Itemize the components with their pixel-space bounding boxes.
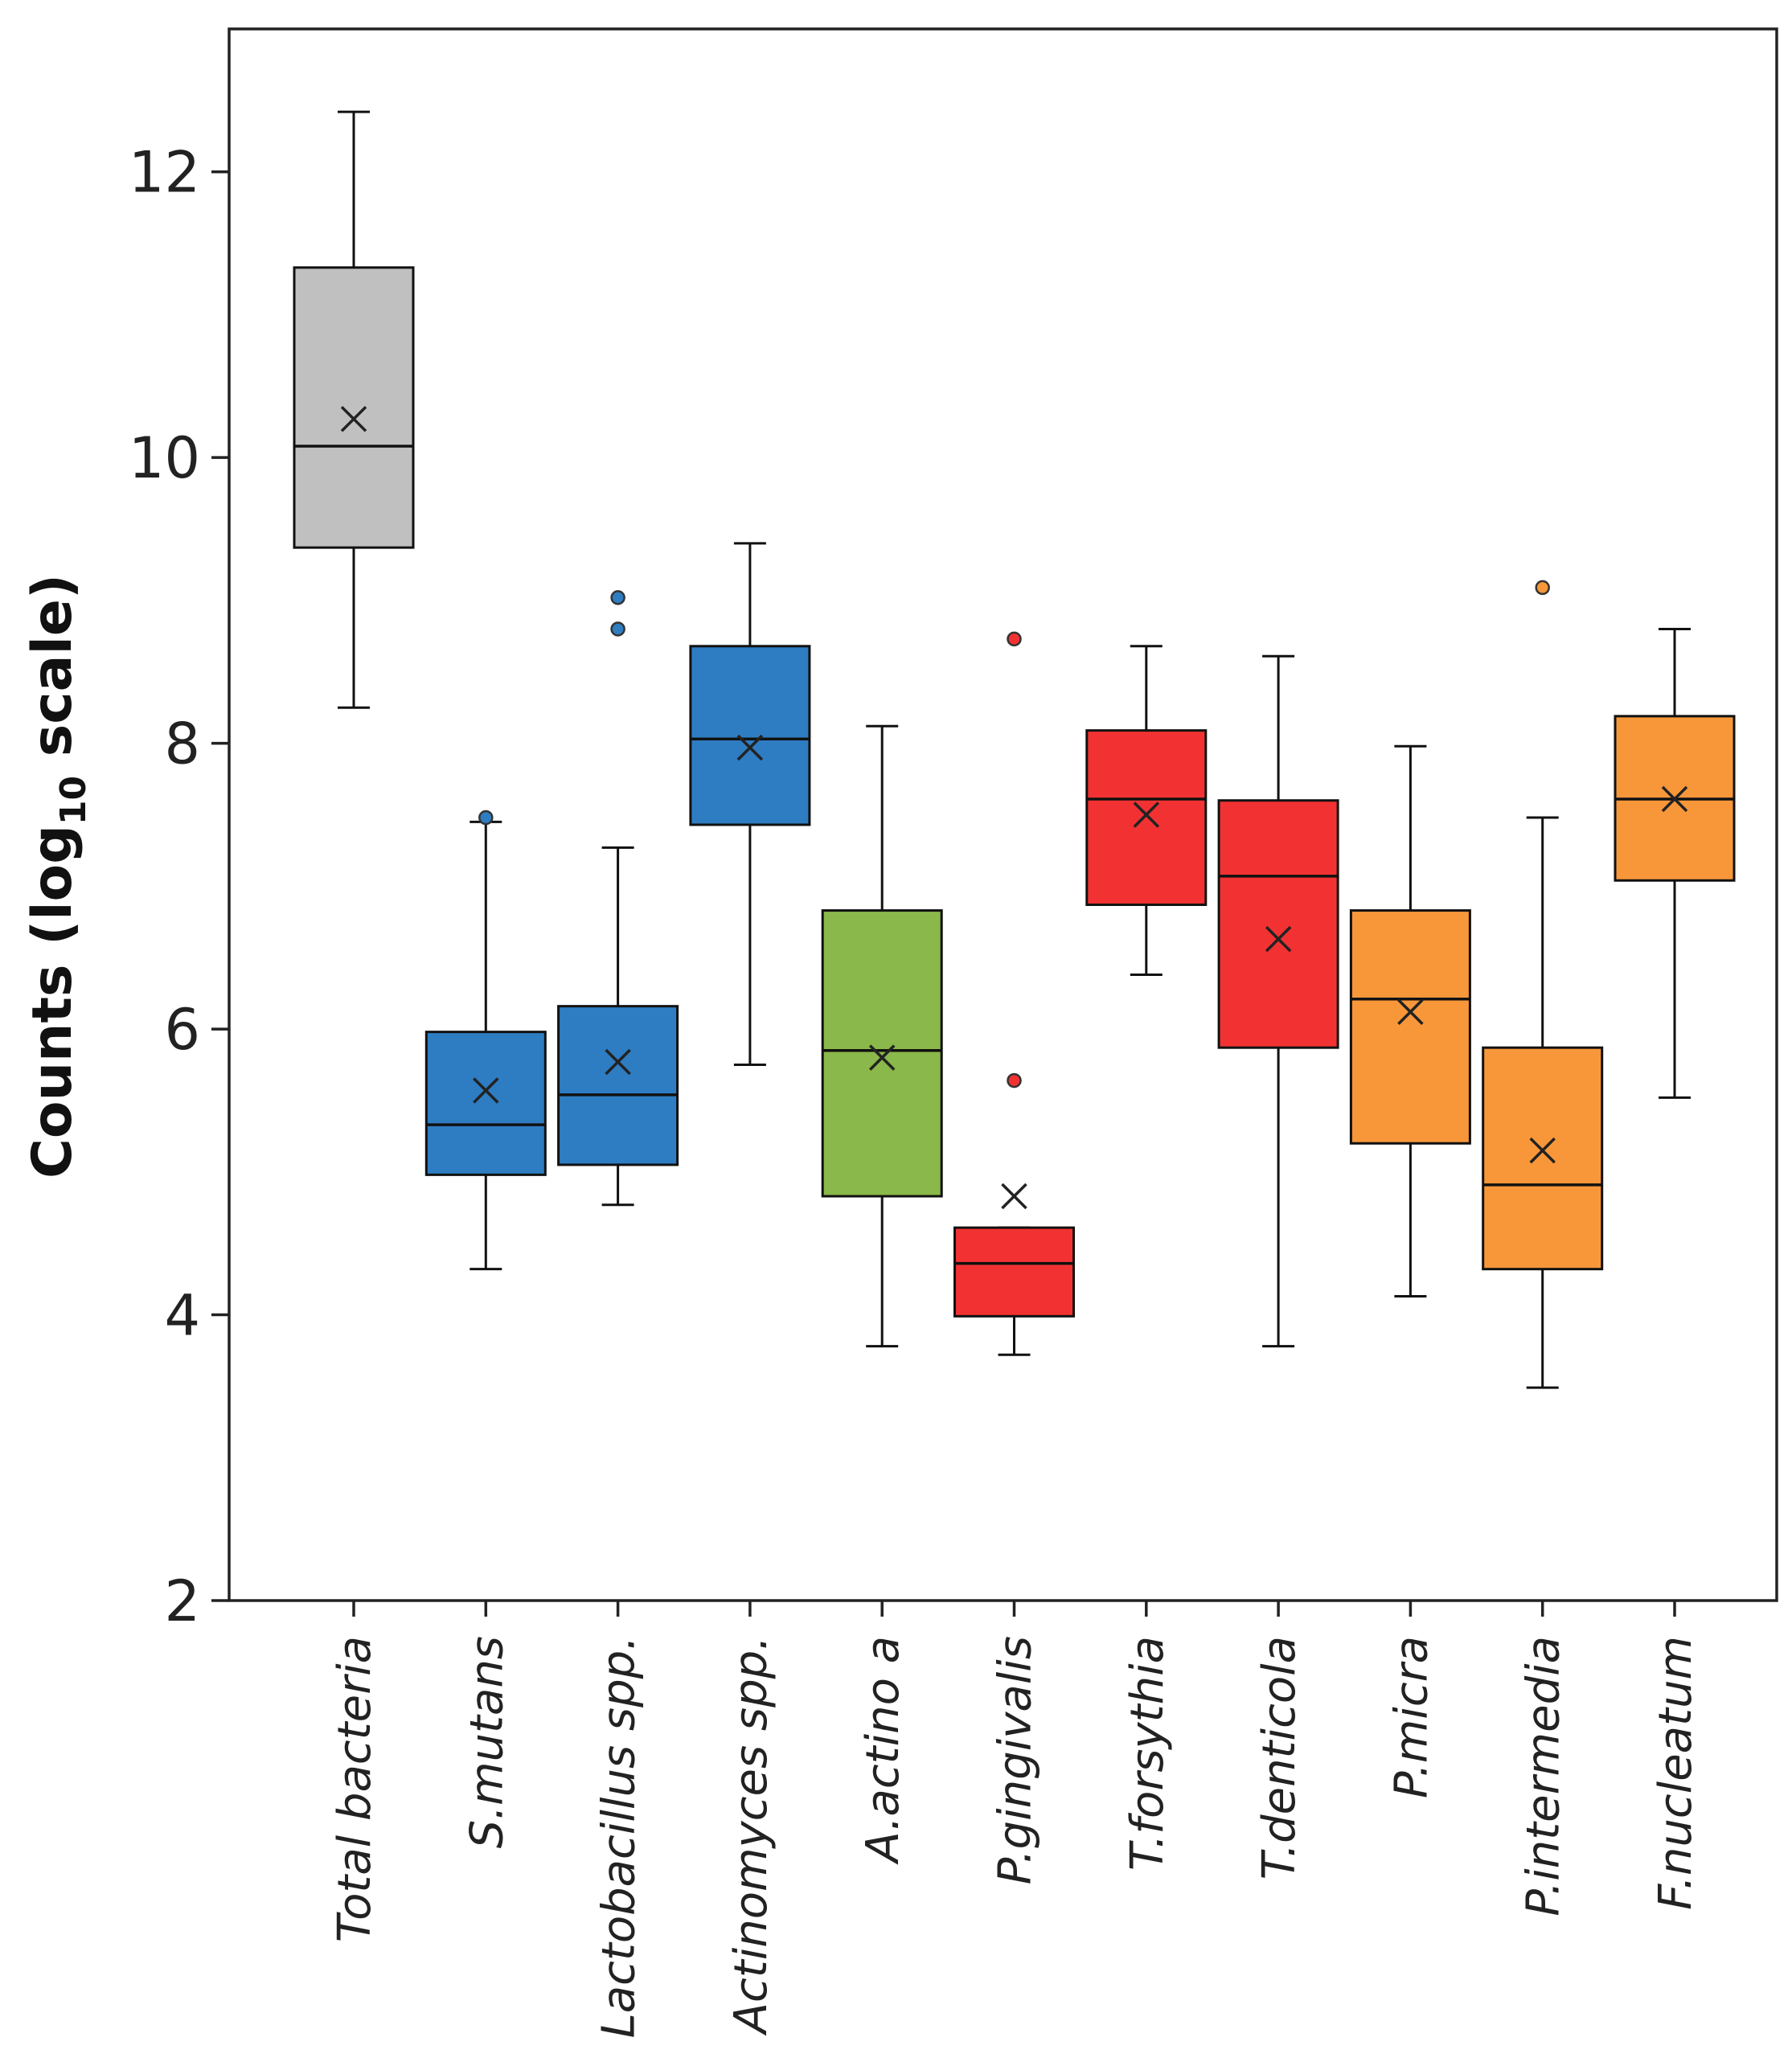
x-tick-label: P.intermedia: [1518, 1636, 1570, 1916]
box-group: [1482, 580, 1604, 1389]
x-axis: Total bacteria S.mutans Lactobacillus spp.…: [329, 1601, 1702, 2038]
outlier-point: [1007, 631, 1022, 647]
x-tick-label: S.mutans: [461, 1636, 513, 1848]
box-iqr: [424, 1031, 547, 1176]
y-tick-label: 6: [164, 997, 200, 1063]
outlier-point: [610, 621, 625, 637]
y-tick-label: 2: [164, 1568, 200, 1634]
box-iqr: [1217, 799, 1339, 1049]
box-iqr: [1349, 909, 1471, 1145]
x-tick-label: T.denticola: [1253, 1636, 1306, 1880]
box-group: [1614, 627, 1736, 1099]
mean-marker: [605, 1048, 631, 1076]
outlier-point: [1007, 1072, 1022, 1088]
y-tick-label: 12: [129, 140, 200, 206]
mean-marker: [340, 405, 367, 432]
outlier-point: [478, 810, 494, 826]
box-iqr: [293, 266, 415, 549]
box-group: [1349, 744, 1471, 1297]
box-group: [953, 631, 1075, 1356]
box-iqr: [557, 1005, 679, 1166]
mean-marker: [1265, 925, 1292, 953]
x-tick-label: P.gingivalis: [990, 1636, 1042, 1884]
mean-marker: [736, 734, 764, 761]
box-iqr: [689, 645, 811, 826]
y-tick-label: 10: [129, 425, 200, 491]
box-iqr: [1085, 729, 1208, 906]
y-tick-label: 4: [164, 1283, 200, 1349]
mean-marker: [1661, 785, 1688, 813]
box-iqr: [953, 1226, 1075, 1318]
box-group: [293, 110, 415, 709]
x-tick-label: Total bacteria: [329, 1636, 381, 1942]
mean-marker: [1001, 1183, 1027, 1210]
mean-marker: [1397, 998, 1424, 1026]
x-tick-label: P.micra: [1385, 1636, 1437, 1798]
x-tick-label: A.actino a: [857, 1636, 909, 1865]
box-iqr: [1482, 1046, 1604, 1271]
box-group: [1085, 645, 1208, 977]
y-axis-label: Counts (log10 scale): [21, 574, 94, 1179]
mean-marker: [868, 1044, 896, 1071]
x-tick-label: F.nucleatum: [1650, 1636, 1702, 1910]
mean-marker: [1529, 1137, 1556, 1164]
plot-marks: [293, 110, 1736, 1389]
outlier-point: [610, 590, 625, 605]
mean-marker: [473, 1077, 499, 1104]
x-tick-label: Lactobacillus spp.: [593, 1636, 646, 2038]
box-group: [557, 590, 679, 1207]
box-group: [424, 810, 547, 1271]
mean-marker: [1133, 801, 1160, 828]
box-group: [689, 542, 811, 1067]
plot-frame: [228, 27, 1778, 1602]
box-group: [1217, 654, 1339, 1348]
outlier-point: [1535, 580, 1550, 596]
box-iqr: [821, 909, 943, 1198]
box-group: [821, 724, 943, 1348]
x-tick-label: Actinomyces spp.: [725, 1636, 777, 2035]
x-tick-label: T.forsythia: [1122, 1636, 1174, 1871]
y-tick-label: 8: [164, 711, 200, 777]
y-axis: 2 4 6 8 10 12: [129, 140, 229, 1634]
